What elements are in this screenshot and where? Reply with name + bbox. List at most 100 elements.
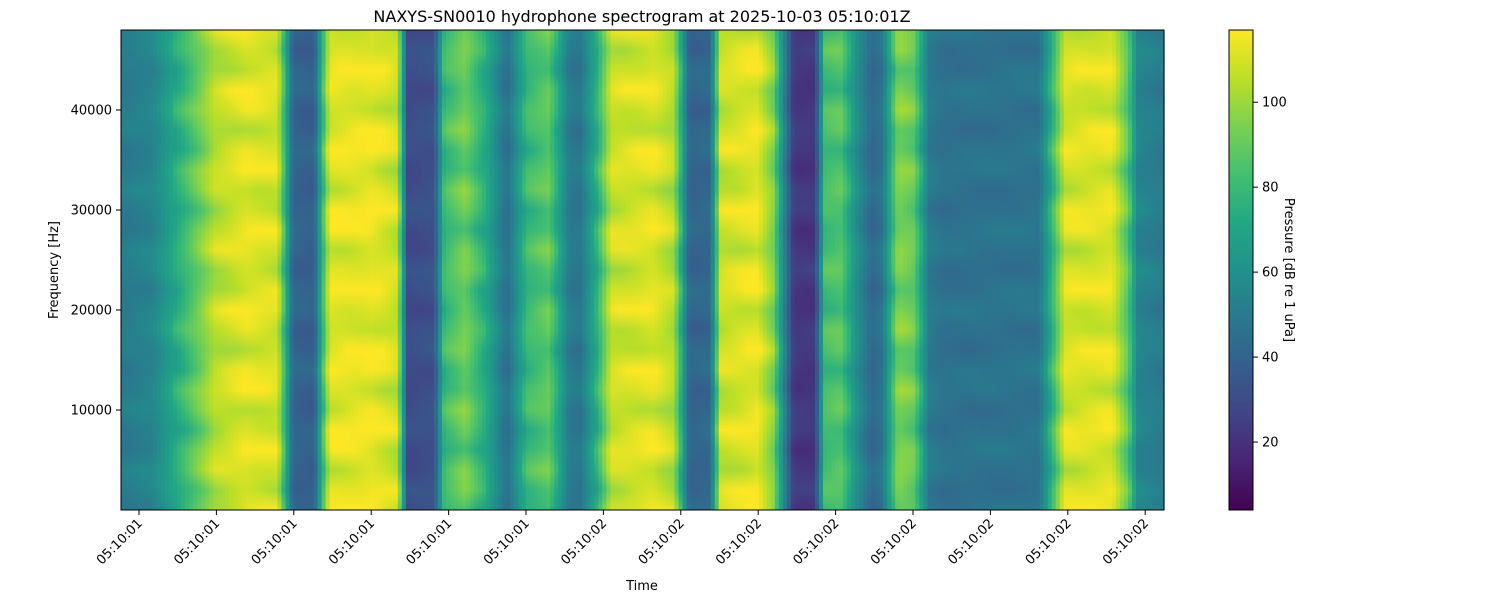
heatmap-cell	[955, 30, 961, 510]
x-tick-label: 05:10:01	[171, 516, 223, 568]
x-tick-label: 05:10:01	[481, 516, 533, 568]
heatmap-cell	[478, 30, 483, 510]
heatmap-cell	[153, 30, 158, 510]
heatmap-cell	[385, 30, 391, 510]
heatmap-cell	[470, 30, 475, 510]
heatmap-cell	[1083, 30, 1089, 510]
heatmap-cell	[313, 30, 319, 510]
heatmap-cell	[1099, 30, 1105, 510]
y-tick-label: 40000	[71, 104, 112, 119]
heatmap-cell	[646, 30, 652, 510]
x-tick-label: 05:10:01	[249, 516, 301, 568]
heatmap-cell	[774, 30, 780, 510]
heatmap-cell	[173, 30, 178, 510]
heatmap-cell	[1067, 30, 1073, 510]
heatmap-cell	[1151, 30, 1157, 510]
heatmap-cell	[542, 30, 547, 510]
heatmap-cell	[999, 30, 1005, 510]
heatmap-cell	[457, 30, 463, 510]
heatmap-cell	[875, 30, 880, 510]
heatmap-cell	[229, 30, 234, 510]
heatmap-cell	[498, 30, 503, 510]
heatmap-cell	[309, 30, 315, 510]
heatmap-cell	[293, 30, 299, 510]
heatmap-cell	[401, 30, 407, 510]
heatmap-cell	[718, 30, 724, 510]
heatmap-cell	[1159, 30, 1165, 510]
heatmap-cell	[1039, 30, 1045, 510]
plot-frame	[120, 29, 1165, 511]
heatmap-cell	[734, 30, 740, 510]
heatmap-cell	[546, 30, 551, 510]
heatmap-cell	[1035, 30, 1041, 510]
heatmap-cell	[1063, 30, 1069, 510]
heatmap-cell	[522, 30, 527, 510]
heatmap-cell	[1139, 30, 1145, 510]
heatmap-cell	[273, 30, 279, 510]
heatmap-cell	[690, 30, 696, 510]
heatmap-cell	[634, 30, 640, 510]
x-tick-label: 05:10:01	[94, 516, 146, 568]
heatmap-cell	[502, 30, 507, 510]
colorbar-tick-label: 100	[1262, 96, 1287, 111]
heatmap-cell	[289, 30, 295, 510]
heatmap-cell	[610, 30, 616, 510]
heatmap-cell	[461, 30, 467, 510]
x-tick-label: 05:10:02	[791, 516, 843, 568]
heatmap-cell	[1123, 30, 1129, 510]
heatmap-cell	[682, 30, 688, 510]
heatmap-cell	[778, 30, 784, 510]
heatmap-cell	[750, 30, 756, 510]
heatmap-cell	[345, 30, 351, 510]
heatmap-cell	[939, 30, 944, 510]
colorbar-tick-label: 20	[1262, 436, 1279, 451]
heatmap-cell	[1155, 30, 1161, 510]
heatmap-cell	[341, 30, 347, 510]
heatmap-cell	[494, 30, 499, 510]
heatmap-cell	[381, 30, 387, 510]
heatmap-cell	[141, 30, 146, 510]
heatmap-cell	[823, 30, 828, 510]
heatmap-cell	[225, 30, 230, 510]
heatmap-cell	[353, 30, 359, 510]
heatmap-cell	[698, 30, 704, 510]
heatmap-cell	[1131, 30, 1137, 510]
heatmap-cell	[722, 30, 728, 510]
heatmap-cell	[959, 30, 965, 510]
heatmap-cell	[987, 30, 993, 510]
heatmap-cell	[670, 30, 676, 510]
heatmap-cell	[1119, 30, 1125, 510]
heatmap-cell	[983, 30, 989, 510]
heatmap-cell	[911, 30, 916, 510]
chart-title: NAXYS-SN0010 hydrophone spectrogram at 2…	[373, 7, 910, 26]
heatmap-cell	[995, 30, 1001, 510]
heatmap-cell	[903, 30, 908, 510]
heatmap-cell	[831, 30, 836, 510]
heatmap-cell	[883, 30, 888, 510]
heatmap-cell	[975, 30, 981, 510]
heatmap-cell	[1019, 30, 1025, 510]
heatmap-cell	[642, 30, 648, 510]
heatmap-cell	[790, 30, 796, 510]
heatmap-cell	[301, 30, 307, 510]
heatmap-cell	[570, 30, 575, 510]
heatmap-cell	[1127, 30, 1133, 510]
heatmap-cell	[373, 30, 379, 510]
heatmap-cell	[746, 30, 752, 510]
heatmap-cell	[177, 30, 182, 510]
heatmap-cell	[325, 30, 331, 510]
heatmap-cell	[121, 30, 126, 510]
heatmap-cell	[919, 30, 924, 510]
heatmap-cell	[586, 30, 591, 510]
heatmap-cell	[1115, 30, 1121, 510]
heatmap-cell	[738, 30, 744, 510]
x-tick-label: 05:10:02	[868, 516, 920, 568]
heatmap-cell	[851, 30, 856, 510]
heatmap-cell	[538, 30, 543, 510]
heatmap-cell	[923, 30, 928, 510]
heatmap-cell	[474, 30, 479, 510]
heatmap-cell	[161, 30, 166, 510]
heatmap-cell	[241, 30, 246, 510]
heatmap-cell	[333, 30, 339, 510]
